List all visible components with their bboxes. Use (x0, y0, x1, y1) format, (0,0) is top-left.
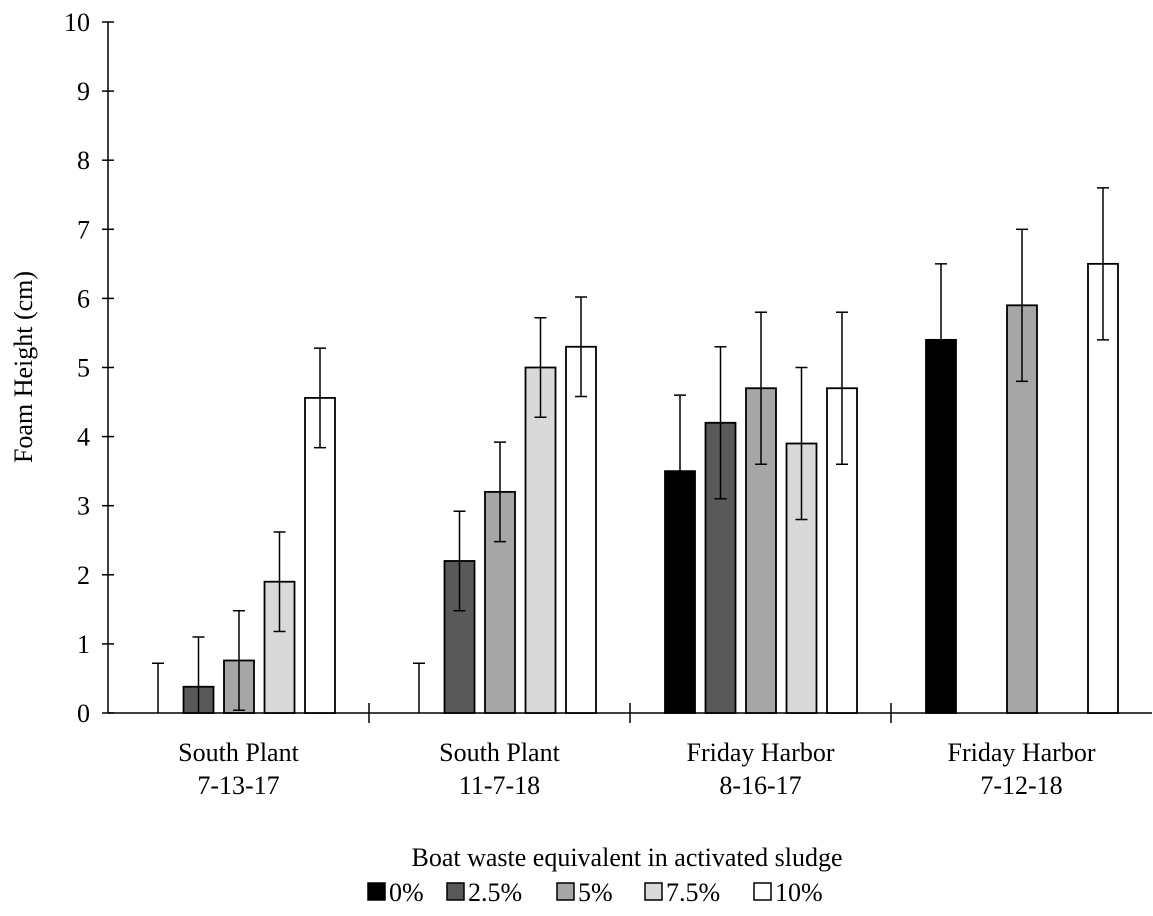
y-tick-label: 10 (64, 8, 90, 37)
y-axis-title: Foam Height (cm) (9, 271, 38, 463)
y-axis: 0 1 2 3 4 5 6 7 8 9 10 (64, 8, 114, 728)
y-tick-label: 7 (77, 215, 90, 244)
bar (565, 345, 597, 714)
x-category-label: 11-7-18 (459, 771, 540, 800)
bar (524, 366, 557, 714)
x-category-label: South Plant (178, 738, 299, 767)
legend-label: 2.5% (468, 878, 522, 907)
x-category-label: 8-16-17 (719, 771, 801, 800)
y-tick-label: 8 (77, 146, 90, 175)
legend-swatch (367, 882, 386, 901)
legend-swatch (556, 882, 575, 901)
x-category-label: Friday Harbor (947, 738, 1095, 767)
y-tick-label: 9 (77, 77, 90, 106)
y-tick-label: 5 (77, 354, 90, 383)
legend-swatch (446, 882, 465, 901)
x-category-label: South Plant (439, 738, 560, 767)
y-tick-label: 0 (77, 699, 90, 728)
error-bars (152, 187, 1109, 713)
x-category-label: Friday Harbor (686, 738, 834, 767)
legend: 0% 2.5% 5% 7.5% 10% (367, 878, 823, 907)
bars (182, 262, 1119, 714)
y-tick-label: 4 (77, 423, 90, 452)
legend-label: 5% (578, 878, 613, 907)
y-tick-label: 6 (77, 284, 90, 313)
y-tick-label: 3 (77, 492, 90, 521)
x-axis: South Plant 7-13-17 South Plant 11-7-18 Frid… (108, 703, 1152, 800)
legend-label: 0% (389, 878, 424, 907)
bar (304, 397, 336, 714)
legend-swatch (644, 882, 663, 901)
bar (263, 580, 296, 714)
legend-label: 10% (775, 878, 823, 907)
x-category-label: 7-13-17 (197, 771, 279, 800)
legend-swatch (753, 882, 772, 901)
x-axis-title: Boat waste equivalent in activated sludg… (411, 843, 842, 872)
y-tick-label: 1 (77, 630, 90, 659)
legend-label: 7.5% (666, 878, 720, 907)
x-category-label: 7-12-18 (980, 771, 1062, 800)
y-tick-label: 2 (77, 561, 90, 590)
